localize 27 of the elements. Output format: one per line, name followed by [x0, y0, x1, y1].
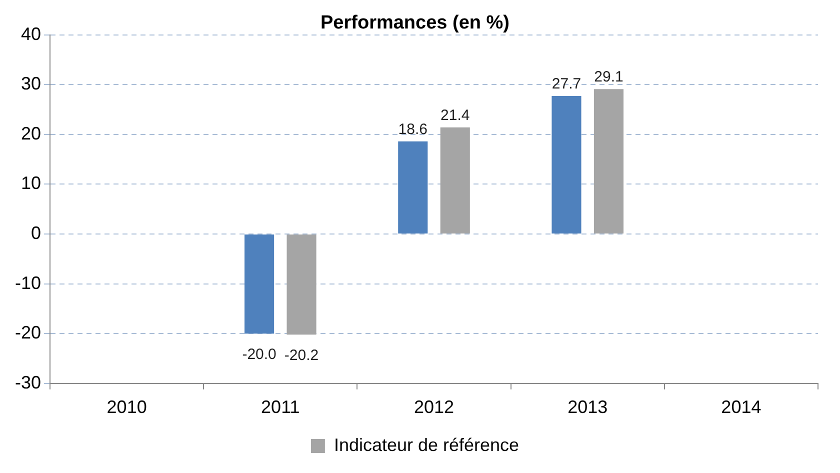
x-tick-label: 2014 — [721, 397, 762, 418]
y-tick-label: 0 — [31, 222, 42, 243]
bar — [594, 89, 624, 234]
x-tick-label: 2010 — [106, 397, 147, 418]
bar — [398, 141, 428, 234]
y-tick-label: 30 — [20, 74, 42, 94]
x-tick-label: 2012 — [414, 397, 454, 418]
y-tick-label: -20 — [15, 322, 42, 343]
bar — [286, 234, 316, 335]
bar — [440, 127, 470, 234]
data-label: 27.7 — [552, 76, 582, 93]
y-tick-label: 40 — [20, 24, 42, 44]
y-tick-label: -30 — [15, 372, 42, 392]
bar — [552, 96, 582, 234]
legend-label: Indicateur de référence — [334, 434, 520, 455]
data-label: 21.4 — [440, 107, 470, 124]
data-label: -20.2 — [284, 347, 319, 364]
bar — [244, 234, 274, 334]
data-label: 18.6 — [398, 121, 428, 138]
chart-title: Performances (en %) — [320, 12, 510, 34]
x-tick-label: 2013 — [568, 397, 608, 418]
y-tick-label: 10 — [20, 173, 42, 194]
y-tick-label: -10 — [15, 272, 42, 293]
data-label: -20.0 — [242, 346, 276, 364]
x-tick-label: 2011 — [261, 397, 300, 418]
data-label: 29.1 — [594, 68, 624, 86]
y-tick-label: 20 — [20, 123, 42, 144]
